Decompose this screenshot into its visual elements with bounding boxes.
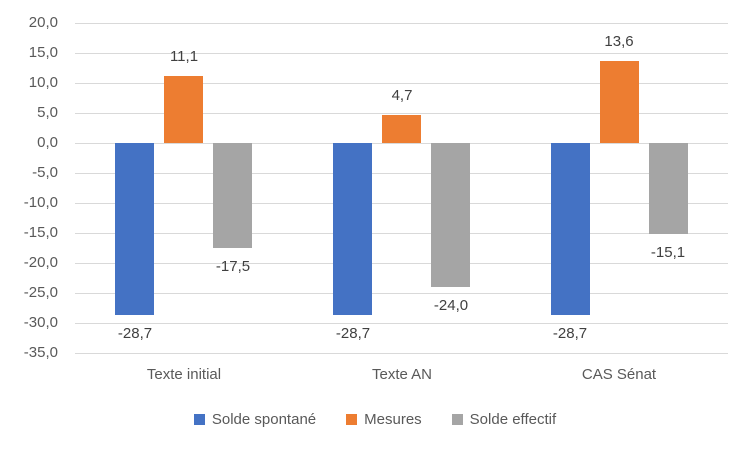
gridline bbox=[75, 23, 728, 24]
data-label-solde-effectif-cas-senat: -15,1 bbox=[650, 244, 686, 261]
gridline bbox=[75, 293, 728, 294]
y-axis-tick-label: 0,0 bbox=[37, 134, 58, 151]
gridline bbox=[75, 173, 728, 174]
bar-solde-spontane-texte-an bbox=[333, 143, 372, 315]
y-axis-tick-label: 15,0 bbox=[28, 44, 58, 61]
gridline bbox=[75, 53, 728, 54]
y-axis-tick-label: -20,0 bbox=[23, 254, 58, 271]
gridline bbox=[75, 263, 728, 264]
gridline bbox=[75, 353, 728, 354]
data-label-mesures-texte-an: 4,7 bbox=[391, 87, 413, 104]
data-label-solde-spontane-cas-senat: -28,7 bbox=[552, 325, 588, 342]
data-label-mesures-cas-senat: 13,6 bbox=[604, 33, 634, 50]
bar-mesures-texte-an bbox=[382, 115, 421, 143]
legend-swatch-solde-effectif-icon bbox=[451, 414, 463, 425]
legend-item-solde-effectif: Solde effectif bbox=[451, 411, 557, 428]
y-axis-tick-label: -5,0 bbox=[32, 164, 58, 181]
legend-item-solde-spontane: Solde spontané bbox=[193, 411, 317, 428]
gridline bbox=[75, 83, 728, 84]
data-label-solde-effectif-texte-an: -24,0 bbox=[433, 297, 469, 314]
y-axis-tick-label: 5,0 bbox=[37, 104, 58, 121]
gridline bbox=[75, 323, 728, 324]
y-axis-tick-label: -30,0 bbox=[23, 314, 58, 331]
bar-mesures-texte-initial bbox=[164, 76, 203, 143]
legend: Solde spontané Mesures Solde effectif bbox=[0, 411, 750, 428]
y-axis-tick-label: -25,0 bbox=[23, 284, 58, 301]
y-axis-tick-label: 20,0 bbox=[28, 14, 58, 31]
gridline bbox=[75, 143, 728, 144]
legend-swatch-mesures-icon bbox=[346, 414, 358, 425]
bar-solde-spontane-texte-initial bbox=[115, 143, 154, 315]
legend-item-mesures: Mesures bbox=[346, 411, 422, 428]
legend-label-solde-effectif: Solde effectif bbox=[469, 411, 557, 428]
legend-swatch-solde-spontane-icon bbox=[193, 414, 205, 425]
data-label-solde-spontane-texte-initial: -28,7 bbox=[117, 325, 153, 342]
legend-label-solde-spontane: Solde spontané bbox=[211, 411, 317, 428]
y-axis-tick-label: -15,0 bbox=[23, 224, 58, 241]
bar-solde-spontane-cas-senat bbox=[551, 143, 590, 315]
gridline bbox=[75, 113, 728, 114]
bar-solde-effectif-texte-initial bbox=[213, 143, 252, 248]
data-label-solde-effectif-texte-initial: -17,5 bbox=[215, 258, 251, 275]
bar-solde-effectif-texte-an bbox=[431, 143, 470, 287]
legend-label-mesures: Mesures bbox=[364, 411, 422, 428]
category-label-texte-initial: Texte initial bbox=[146, 366, 222, 383]
gridline bbox=[75, 203, 728, 204]
data-label-mesures-texte-initial: 11,1 bbox=[169, 48, 199, 65]
y-axis-tick-label: -35,0 bbox=[23, 344, 58, 361]
y-axis-tick-label: 10,0 bbox=[28, 74, 58, 91]
bar-solde-effectif-cas-senat bbox=[649, 143, 688, 234]
gridline bbox=[75, 233, 728, 234]
data-label-solde-spontane-texte-an: -28,7 bbox=[335, 325, 371, 342]
y-axis-tick-label: -10,0 bbox=[23, 194, 58, 211]
category-label-texte-an: Texte AN bbox=[371, 366, 433, 383]
bar-mesures-cas-senat bbox=[600, 61, 639, 143]
category-label-cas-senat: CAS Sénat bbox=[581, 366, 657, 383]
